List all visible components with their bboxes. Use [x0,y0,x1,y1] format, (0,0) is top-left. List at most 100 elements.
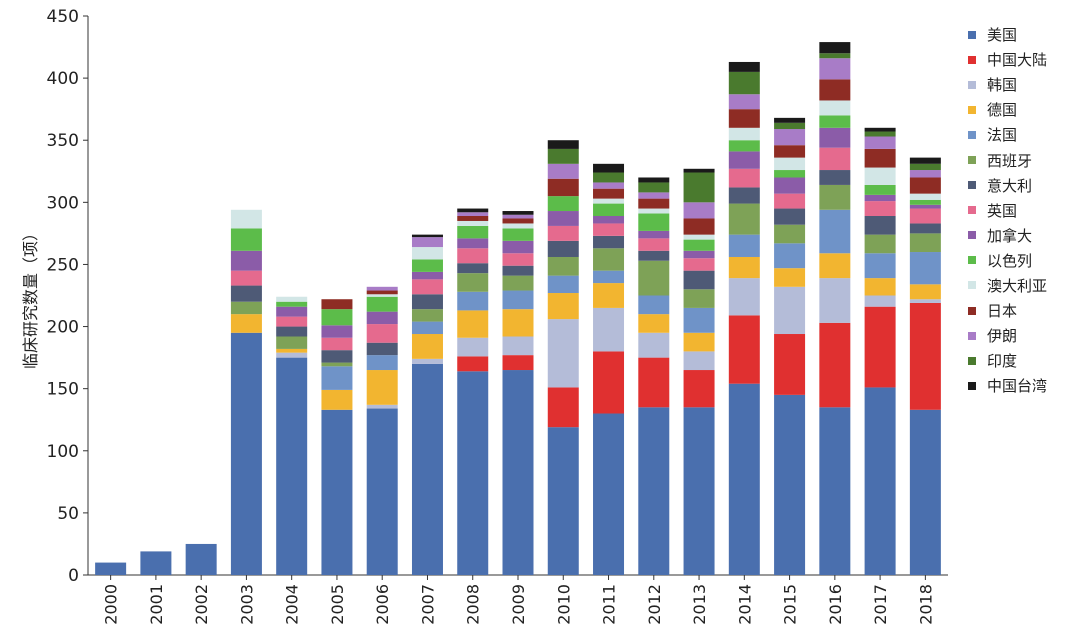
legend-swatch [968,30,976,39]
bar-segment [774,145,806,158]
bar-segment [457,291,489,311]
bar-segment [638,260,670,296]
bar-segment [502,240,534,254]
bar-segment [683,407,715,575]
legend-swatch [968,281,976,290]
bar-segment [638,230,670,239]
bar-segment [638,208,670,214]
bar-segment [593,172,625,183]
bar-segment [593,223,625,236]
bar-segment [774,177,806,194]
bar-segment [276,352,308,358]
bar-segment [909,163,941,171]
x-tick-label: 2018 [916,584,935,625]
bar-segment [366,324,398,343]
bar-segment [909,302,941,410]
bar-segment [276,326,308,337]
bar-segment [502,214,534,219]
bar-segment [593,283,625,308]
bar-segment [547,275,579,294]
bar-segment [683,168,715,173]
legend-swatch [968,206,976,215]
legend-label: 英国 [987,201,1018,220]
bar-segment [321,362,353,367]
bar-segment [909,208,941,224]
bar-segment [593,307,625,352]
bar-segment [909,223,941,234]
bar-segment [728,71,760,95]
bar-segment [230,301,262,315]
bar-segment [774,334,806,395]
bar-segment [909,233,941,253]
bar-segment [547,148,579,164]
bar-segment [502,228,534,241]
bar-segment [411,309,443,322]
bar-segment [728,61,760,72]
bar-segment [230,228,262,251]
bar-segment [774,157,806,171]
bar-segment [230,285,262,302]
bar-segment [909,193,941,200]
bar-segment [502,355,534,371]
bar-segment [411,271,443,280]
bar-segment [502,275,534,291]
bar-segment [909,409,941,575]
bar-segment [185,543,217,575]
legend-item: 韩国 [968,72,1076,97]
bar-segment [638,238,670,251]
bar-segment [411,321,443,335]
legend-label: 中国大陆 [987,51,1048,70]
y-tick-label: 100 [47,442,79,462]
bar-segment [909,170,941,178]
bar-segment [593,203,625,216]
y-tick-label: 200 [47,318,79,338]
bar-segment [864,387,896,575]
bar-segment [321,350,353,363]
x-tick-label: 2002 [192,584,211,625]
bar-segment [638,357,670,408]
bar-segment [819,42,851,54]
bar-segment [683,370,715,408]
x-tick-label: 2004 [283,584,302,625]
bar-segment [457,238,489,249]
legend-label: 法国 [987,126,1018,145]
bar-segment [547,196,579,212]
bar-segment [728,315,760,384]
legend-item: 西班牙 [968,147,1076,172]
x-tick-label: 2013 [690,584,709,625]
x-tick-label: 2005 [328,584,347,625]
bar-segment [819,209,851,254]
bar-segment [683,239,715,251]
bar-segment [366,294,398,297]
legend-item: 英国 [968,198,1076,223]
bar-segment [638,192,670,199]
y-tick-label: 300 [47,193,79,213]
bar-segment [909,204,941,209]
legend-item: 中国台湾 [968,373,1076,398]
bar-segment [728,168,760,188]
x-tick-label: 2000 [102,584,121,625]
legend-label: 中国台湾 [987,377,1048,396]
bar-segment [683,270,715,290]
legend-item: 加拿大 [968,223,1076,248]
bar-segment [411,294,443,310]
legend-swatch [968,156,976,165]
bar-segment [547,163,579,179]
legend-label: 澳大利亚 [987,276,1048,295]
bar-segment [864,148,896,168]
x-tick-label: 2003 [237,584,256,625]
bar-segment [547,387,579,428]
legend-swatch [968,381,976,390]
bar-segment [638,314,670,333]
bar-segment [593,163,625,173]
bar-segment [728,109,760,128]
bar-segment [909,177,941,194]
bar-segment [774,193,806,209]
legend-swatch [968,181,976,190]
bar-segment [457,225,489,239]
bar-segment [547,225,579,241]
bar-segment [638,332,670,358]
bar-segment [95,562,127,575]
bar-segment [774,268,806,287]
bar-segment [457,263,489,274]
